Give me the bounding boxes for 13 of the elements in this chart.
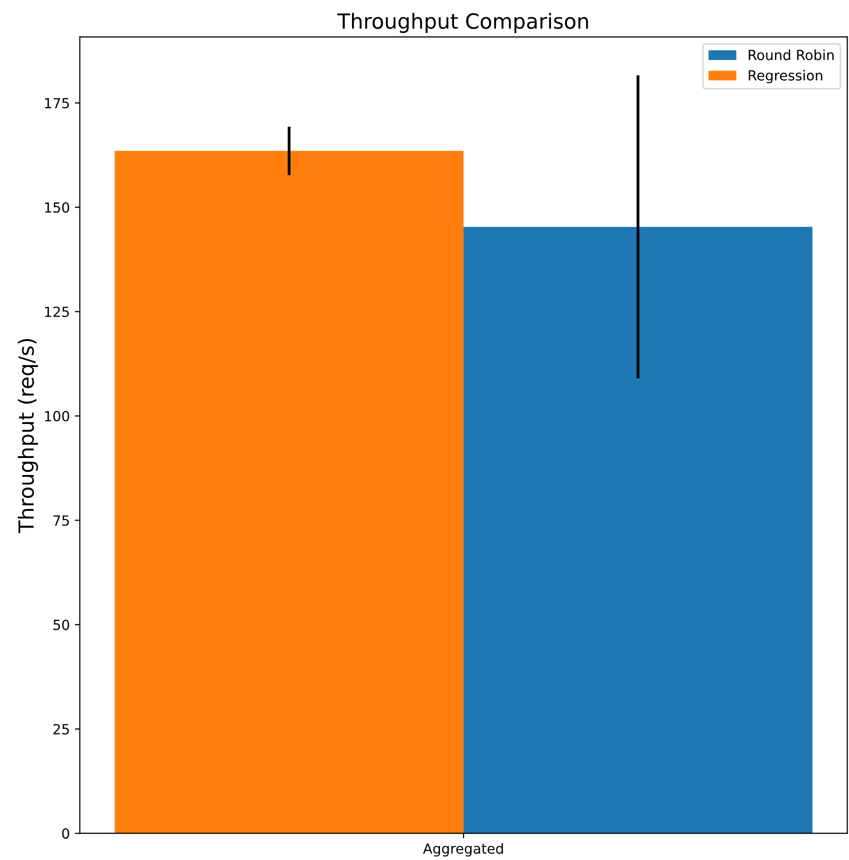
y-tick-label: 100 [45, 410, 70, 422]
y-tick-label: 175 [45, 98, 69, 108]
y-tick-label: 50 [53, 620, 70, 630]
x-tick-label: Aggregated [423, 843, 503, 857]
y-tick-label: 75 [54, 515, 69, 526]
chart-title: Throughput Comparison [337, 12, 588, 33]
y-tick-label: 25 [53, 724, 69, 734]
legend-label: Regression [748, 70, 822, 84]
y-tick-label: 125 [45, 306, 69, 318]
legend-label: Round Robin [748, 49, 834, 60]
y-tick-label: 0 [62, 828, 70, 839]
y-tick-label: 150 [45, 202, 70, 213]
y-axis-title: Throughput (req/s) [18, 339, 38, 534]
